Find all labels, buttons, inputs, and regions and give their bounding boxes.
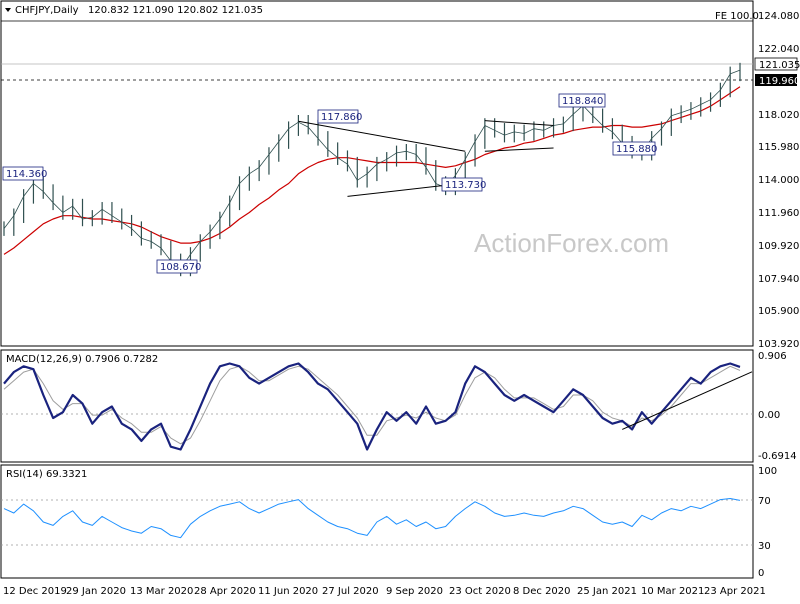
current-price-box [754, 57, 798, 71]
watermark: ActionForex.com [474, 228, 669, 258]
price-tick: 103.920 [758, 339, 799, 350]
x-tick: 28 Apr 2020 [194, 586, 256, 597]
rsi-label: RSI(14) 69.3321 [6, 469, 87, 480]
x-tick: 8 Dec 2020 [513, 586, 571, 597]
price-layer [3, 62, 741, 277]
ma-line [3, 86, 741, 255]
annotation-box [317, 109, 359, 124]
trend-layer [298, 120, 554, 197]
annotation-label: 118.840 [562, 96, 603, 107]
price-tick: 124.080 [758, 11, 799, 22]
macd-tick: 0.00 [758, 410, 780, 421]
price-tick: 115.980 [758, 142, 799, 153]
price-tick: 107.940 [758, 274, 799, 285]
x-tick: 25 Jan 2021 [577, 586, 637, 597]
ohlc-values: 120.832 121.090 120.802 121.035 [88, 5, 263, 16]
annotation-label: 115.880 [616, 144, 657, 155]
price-tick: 122.040 [758, 44, 799, 55]
x-tick: 11 Jun 2020 [258, 586, 318, 597]
annotation-box [156, 259, 198, 274]
price-line [3, 69, 741, 270]
price-tick: 105.900 [758, 306, 799, 317]
symbol-label: CHFJPY,Daily [15, 5, 79, 16]
macd-tick: -0.6914 [758, 451, 797, 462]
rsi-layer [3, 498, 741, 539]
annotation-box [441, 177, 483, 192]
price-annotations: 114.360 108.670 117.860 113.730 118.840 … [2, 93, 657, 274]
flag-upper [484, 120, 554, 126]
annotation-label: 114.360 [6, 169, 47, 180]
ma-layer [3, 86, 741, 255]
x-tick: 9 Sep 2020 [386, 586, 443, 597]
x-axis: 12 Dec 2019 29 Jan 2020 13 Mar 2020 28 A… [3, 586, 766, 597]
x-tick: 10 Mar 2021 [641, 586, 704, 597]
annotation-label: 117.860 [321, 112, 362, 123]
macd-signal-line [3, 365, 741, 445]
annotation-box [612, 141, 656, 156]
price-tick: 114.000 [758, 175, 799, 186]
rsi-tick: 30 [758, 541, 771, 552]
flag-lower [484, 147, 554, 152]
triangle-upper [298, 120, 466, 152]
x-tick: 23 Oct 2020 [449, 586, 511, 597]
x-tick: 27 Jul 2020 [322, 586, 379, 597]
x-tick: 12 Dec 2019 [3, 586, 67, 597]
price-tick: 111.960 [758, 208, 799, 219]
rsi-tick: 100 [758, 466, 777, 477]
macd-label: MACD(12,26,9) 0.7906 0.7282 [6, 354, 158, 365]
macd-trend-line [622, 371, 753, 430]
macd-line [3, 362, 741, 451]
rsi-tick: 70 [758, 496, 771, 507]
price-tick: 109.920 [758, 241, 799, 252]
macd-layer [3, 362, 753, 451]
fe-label: FE 100.0 [715, 11, 759, 22]
x-tick: 23 Apr 2021 [704, 586, 766, 597]
annotation-label: 108.670 [160, 262, 201, 273]
level-price-label: 119.960 [759, 76, 800, 87]
annotation-box [558, 93, 606, 108]
annotation-box [2, 166, 44, 181]
x-tick: 13 Mar 2020 [130, 586, 193, 597]
price-tick: 118.020 [758, 110, 799, 121]
rsi-line [3, 498, 741, 539]
current-price-label: 121.035 [759, 60, 800, 71]
dropdown-triangle-icon [5, 8, 11, 12]
rsi-tick: 0 [758, 568, 764, 579]
level-price-box [755, 74, 797, 86]
macd-tick: 0.906 [758, 351, 787, 362]
x-tick: 29 Jan 2020 [66, 586, 126, 597]
annotation-label: 113.730 [445, 180, 486, 191]
macd-panel [0, 349, 754, 463]
